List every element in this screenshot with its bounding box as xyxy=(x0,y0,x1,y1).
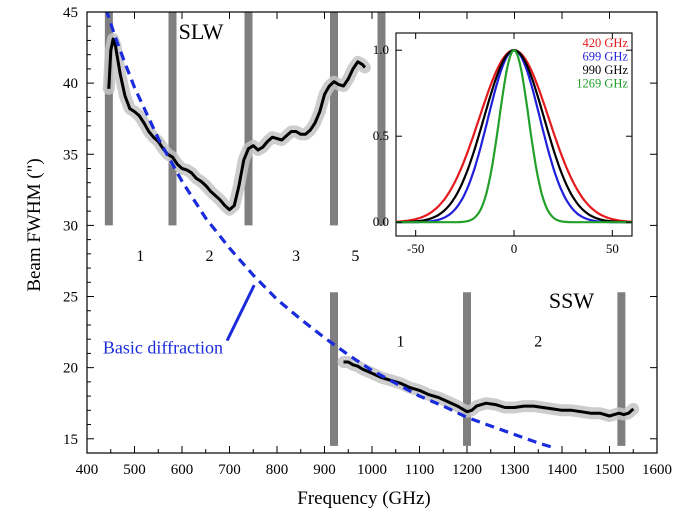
inset-x-tick-label: 50 xyxy=(606,241,619,256)
x-tick-label: 1100 xyxy=(405,462,434,478)
band-edge-marker xyxy=(617,292,626,446)
x-tick-label: 400 xyxy=(76,462,99,478)
x-tick-label: 900 xyxy=(313,462,336,478)
y-axis-title: Beam FWHM (") xyxy=(24,158,45,291)
x-tick-label: 1400 xyxy=(547,462,577,478)
diffraction-annotation: Basic diffraction xyxy=(103,337,223,357)
y-tick-label: 15 xyxy=(63,432,78,448)
y-tick-label: 20 xyxy=(63,361,78,377)
x-axis-title: Frequency (GHz) xyxy=(297,488,430,509)
inset-y-tick-label: 0.5 xyxy=(373,128,389,143)
band-edge-marker xyxy=(463,292,471,446)
inset-x-tick-label: -50 xyxy=(407,241,424,256)
x-tick-label: 700 xyxy=(218,462,241,478)
band-number-label: 1 xyxy=(136,248,144,265)
band-edge-marker xyxy=(330,12,338,226)
inset-legend-entry: 990 GHz xyxy=(583,63,629,77)
band-edge-marker xyxy=(168,12,177,226)
x-tick-label: 500 xyxy=(123,462,146,478)
data-series xyxy=(102,12,640,449)
inset-y-tick-label: 1.0 xyxy=(373,42,389,57)
inset-frame xyxy=(395,32,633,237)
inset-beam-profile xyxy=(396,48,632,224)
y-tick-label: 30 xyxy=(63,218,78,234)
annotations: SLW SSW 1 2 3 5 1 2 Basic diffraction xyxy=(103,19,594,357)
band-edge-marker xyxy=(330,292,338,446)
inset-legend-entry: 1269 GHz xyxy=(576,77,628,91)
array-label: SLW xyxy=(179,19,224,44)
x-tick-label: 1300 xyxy=(500,462,530,478)
x-tick-label: 1500 xyxy=(595,462,625,478)
inset-legend-entry: 420 GHz xyxy=(583,36,629,50)
x-tick-label: 800 xyxy=(266,462,289,478)
band-number-label: 1 xyxy=(397,333,405,350)
inset-curves xyxy=(396,48,632,224)
inset-legend-entry: 699 GHz xyxy=(583,50,629,64)
x-tick-label: 1200 xyxy=(452,462,482,478)
band-edge-marker xyxy=(377,12,386,226)
y-tick-label: 40 xyxy=(63,76,78,92)
measured-fwhm-curve xyxy=(107,37,367,212)
diffraction-curve xyxy=(105,12,553,449)
inset-x-tick-label: 0 xyxy=(511,241,518,256)
y-tick-label: 45 xyxy=(63,5,78,21)
band-edge-marker xyxy=(104,12,113,226)
x-tick-label: 1600 xyxy=(642,462,672,478)
x-tick-label: 600 xyxy=(171,462,194,478)
band-edge-marker xyxy=(244,12,253,226)
x-tick-label: 1000 xyxy=(357,462,387,478)
band-number-label: 3 xyxy=(292,248,300,265)
band-number-label: 2 xyxy=(534,333,542,350)
band-number-label: 2 xyxy=(206,248,214,265)
band-edge-markers xyxy=(104,12,626,446)
main-axes: 400 500 600 700 800 900 1000 1100 1200 1300 1400 15… xyxy=(63,5,672,478)
inset-y-tick-label: 0.0 xyxy=(373,214,389,229)
array-label: SSW xyxy=(549,288,594,313)
y-tick-label: 35 xyxy=(63,147,78,163)
annotation-pointer xyxy=(225,284,256,342)
band-number-label: 5 xyxy=(351,248,359,265)
y-tick-label: 25 xyxy=(63,290,78,306)
